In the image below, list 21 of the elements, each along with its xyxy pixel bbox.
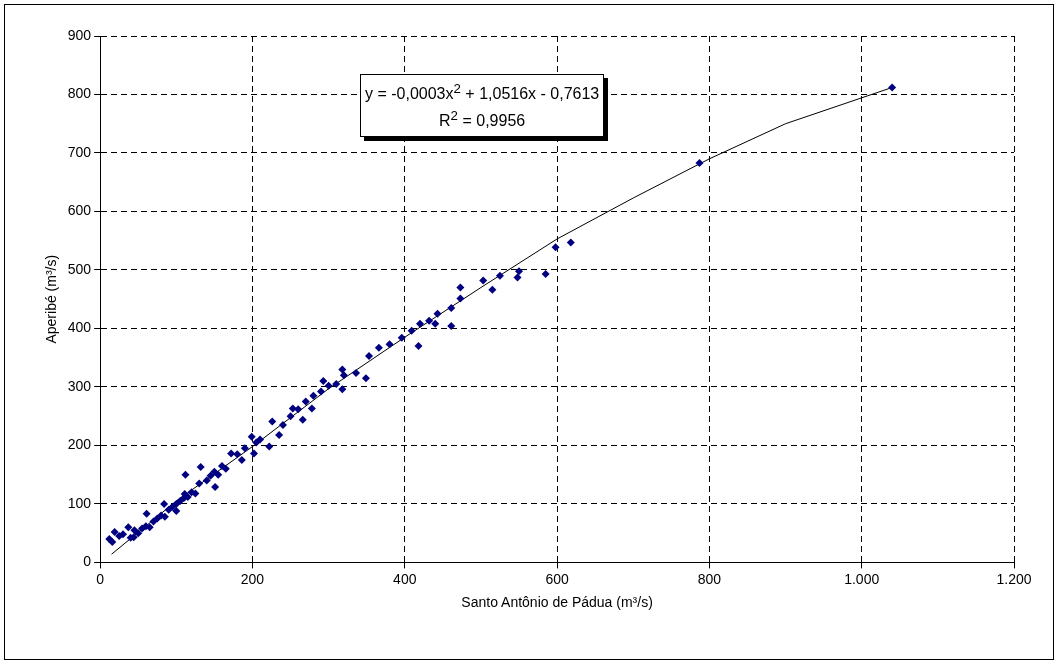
annotation: R$^{2}$ = 0,9956: [438, 107, 527, 132]
x-tick-label: 600: [545, 570, 569, 587]
y-tick-label: 100: [67, 494, 92, 511]
x-axis-title: Santo Antônio de Pádua (m³/s): [461, 594, 653, 611]
x-tick-label: 1.000: [844, 570, 880, 587]
y-tick-label: 0: [83, 553, 92, 570]
y-axis-title: Aperibé (m³/s): [43, 254, 60, 344]
x-tick-label: 1.200: [996, 570, 1032, 587]
y-tick-label: 900: [67, 26, 92, 43]
y-tick-label: 500: [67, 260, 92, 277]
y-tick-label: 300: [67, 377, 92, 394]
x-tick-label: 200: [240, 570, 265, 587]
y-tick-label: 400: [67, 319, 92, 336]
y-tick-label: 600: [67, 202, 92, 219]
x-tick-label: 400: [393, 570, 417, 587]
annotation: y = -0,0003x$^{2}$ + 1,0516x - 0,7613: [365, 80, 600, 105]
y-tick-label: 800: [67, 85, 92, 102]
y-tick-label: 700: [67, 143, 92, 160]
y-tick-label: 200: [67, 436, 92, 453]
x-tick-label: 800: [697, 570, 722, 587]
x-tick-label: 0: [96, 570, 105, 587]
